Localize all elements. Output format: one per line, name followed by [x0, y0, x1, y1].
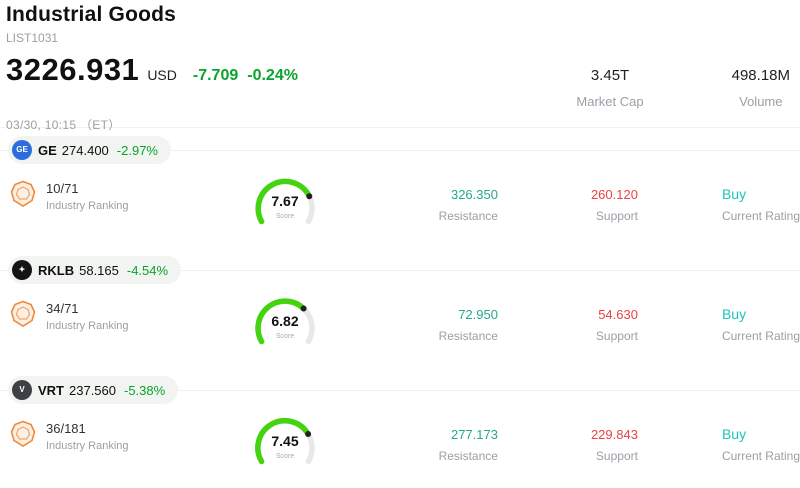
- ranking-badge-icon: [10, 300, 36, 333]
- header-stats: 3.45T Market Cap 498.18M Volume: [576, 67, 792, 109]
- score-gauge: 6.82 Score: [240, 296, 330, 354]
- resistance-value: 326.350: [450, 187, 498, 202]
- ranking-badge-icon: [10, 180, 36, 213]
- support-block: 54.630 Support: [498, 298, 638, 343]
- stock-metrics: 36/181 Industry Ranking 7.45 Score 277.1…: [8, 418, 800, 474]
- rklb-logo-icon: ✦: [12, 260, 32, 280]
- support-value: 260.120: [590, 187, 638, 202]
- score-gauge: 7.45 Score: [240, 416, 330, 474]
- vrt-logo-icon: V: [12, 380, 32, 400]
- score-gauge: 7.67 Score: [240, 176, 330, 234]
- header: Industrial Goods LIST1031 3226.931 USD -…: [0, 0, 800, 132]
- support-value: 54.630: [598, 307, 638, 322]
- rating-block: Buy Current Rating: [722, 178, 800, 223]
- ticker: VRT: [38, 382, 64, 398]
- industry-ranking-block: 10/71 Industry Ranking: [8, 178, 240, 213]
- ranking-value: 34/71: [46, 301, 79, 316]
- page-title: Industrial Goods: [6, 3, 177, 26]
- gauge-score: 7.67: [271, 193, 299, 209]
- stock-pill-rklb[interactable]: ✦ RKLB 58.165 -4.54%: [8, 256, 182, 284]
- divider: [0, 150, 800, 151]
- list-id: LIST1031: [6, 31, 59, 45]
- stock-pill-ge[interactable]: GE GE 274.400 -2.97%: [8, 136, 171, 164]
- divider: [0, 390, 800, 391]
- index-change-pct: -0.24%: [247, 67, 298, 84]
- rating-label: Current Rating: [721, 449, 800, 463]
- stock-price: 274.400: [61, 142, 109, 158]
- rating-value: Buy: [721, 186, 747, 202]
- rating-label: Current Rating: [721, 329, 800, 343]
- stock-change: -2.97%: [116, 142, 158, 158]
- support-label: Support: [595, 329, 638, 343]
- ticker: GE: [38, 142, 57, 158]
- gauge-score-label: Score: [275, 213, 295, 220]
- ranking-value: 10/71: [46, 181, 79, 196]
- rating-block: Buy Current Rating: [722, 298, 800, 343]
- rating-value: Buy: [721, 306, 747, 322]
- stock-price: 237.560: [69, 382, 116, 398]
- market-cap-stat: 3.45T Market Cap: [576, 67, 643, 109]
- index-price: 3226.931: [6, 52, 140, 87]
- support-block: 260.120 Support: [498, 178, 638, 223]
- support-value: 229.843: [590, 427, 638, 442]
- stock-pill-vrt[interactable]: V VRT 237.560 -5.38%: [8, 376, 179, 404]
- gauge-score-label: Score: [275, 333, 295, 340]
- ranking-label: Industry Ranking: [46, 320, 129, 332]
- gauge-score-label: Score: [275, 453, 295, 460]
- stock-metrics: 10/71 Industry Ranking 7.67 Score 326.35…: [8, 178, 800, 234]
- stock-change: -5.38%: [124, 382, 166, 398]
- divider: [0, 270, 800, 271]
- stock-row-rklb[interactable]: ✦ RKLB 58.165 -4.54% 34/71 Industry Rank…: [0, 248, 800, 368]
- currency-label: USD: [147, 67, 177, 83]
- resistance-value: 277.173: [450, 427, 498, 442]
- stock-row-vrt[interactable]: V VRT 237.560 -5.38% 36/181 Industry Ran…: [0, 368, 800, 488]
- rating-value: Buy: [721, 426, 747, 442]
- rating-label: Current Rating: [721, 209, 800, 223]
- ranking-badge-icon: [10, 420, 36, 453]
- gauge-arc: [243, 416, 327, 474]
- gauge-score: 6.82: [271, 313, 299, 329]
- market-cap-label: Market Cap: [576, 94, 644, 109]
- ticker: RKLB: [38, 262, 75, 278]
- resistance-label: Resistance: [438, 329, 498, 343]
- gauge-arc: [243, 296, 327, 354]
- gauge-arc: [243, 176, 327, 234]
- market-cap-value: 3.45T: [590, 67, 630, 84]
- price-row: 3226.931 USD -7.709 -0.24% 3.45T Market C…: [6, 54, 792, 109]
- index-change: -7.709 -0.24%: [193, 67, 307, 85]
- stock-change: -4.54%: [126, 262, 169, 278]
- ranking-label: Industry Ranking: [46, 440, 129, 452]
- resistance-label: Resistance: [438, 449, 498, 463]
- volume-label: Volume: [739, 94, 783, 109]
- resistance-block: 326.350 Resistance: [330, 178, 498, 223]
- ranking-value: 36/181: [46, 421, 86, 436]
- resistance-block: 72.950 Resistance: [330, 298, 498, 343]
- resistance-label: Resistance: [438, 209, 498, 223]
- rating-block: Buy Current Rating: [722, 418, 800, 463]
- quote-timestamp: 03/30, 10:15 （ET）: [6, 118, 121, 132]
- industry-ranking-block: 36/181 Industry Ranking: [8, 418, 240, 453]
- resistance-value: 72.950: [458, 307, 498, 322]
- stock-price: 58.165: [79, 262, 119, 278]
- stock-row-ge[interactable]: GE GE 274.400 -2.97% 10/71 Industry Rank…: [0, 128, 800, 248]
- support-label: Support: [595, 209, 638, 223]
- resistance-block: 277.173 Resistance: [330, 418, 498, 463]
- support-label: Support: [595, 449, 638, 463]
- stock-metrics: 34/71 Industry Ranking 6.82 Score 72.950…: [8, 298, 800, 354]
- gauge-score: 7.45: [271, 433, 299, 449]
- index-change-value: -7.709: [192, 67, 239, 84]
- volume-value: 498.18M: [731, 67, 790, 84]
- industry-ranking-block: 34/71 Industry Ranking: [8, 298, 240, 333]
- support-block: 229.843 Support: [498, 418, 638, 463]
- volume-stat: 498.18M Volume: [732, 67, 790, 109]
- ge-logo-icon: GE: [12, 140, 32, 160]
- ranking-label: Industry Ranking: [46, 200, 129, 212]
